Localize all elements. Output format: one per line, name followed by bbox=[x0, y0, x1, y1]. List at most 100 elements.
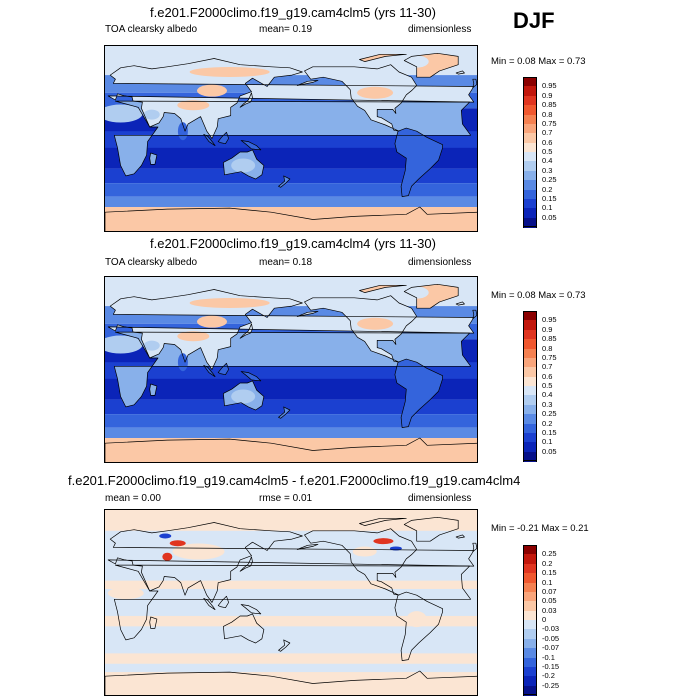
panel2-mean-label: mean= 0.18 bbox=[259, 257, 313, 268]
land-uk bbox=[472, 79, 477, 88]
coast-sumatra bbox=[203, 597, 216, 611]
land-madagascar bbox=[149, 384, 157, 396]
coast-uk bbox=[472, 542, 477, 552]
panel3-colorbar-tick-label: -0.25 bbox=[542, 680, 560, 690]
siberia-snow-region bbox=[189, 297, 270, 308]
panel1-map bbox=[104, 45, 478, 232]
coast-africa bbox=[113, 331, 472, 408]
coast-alaska_islands bbox=[296, 543, 319, 550]
land-antarctica bbox=[105, 438, 477, 462]
panel2-minmax: Min = 0.08 Max = 0.73 bbox=[491, 290, 586, 301]
season-label: DJF bbox=[513, 8, 555, 33]
coast-greenland bbox=[403, 52, 459, 78]
south-storm-band bbox=[105, 414, 477, 428]
coast-arctic_islands bbox=[359, 53, 407, 62]
india-region bbox=[177, 353, 188, 372]
diff-southern-band bbox=[105, 653, 477, 664]
coast-japan bbox=[239, 556, 253, 572]
panel3-colorbar-tick-label: 0.2 bbox=[542, 558, 553, 568]
panel3-colorbar-tick-label: 0.03 bbox=[542, 605, 557, 615]
diff-hot-spot-america bbox=[373, 538, 394, 545]
panel2-colorbar-tick-label: 0.6 bbox=[542, 371, 553, 381]
panel2-colorbar-tick-label: 0.8 bbox=[542, 343, 553, 353]
land-europe_asia bbox=[108, 58, 474, 139]
panel3-colorbar-tick-label: 0.07 bbox=[542, 586, 557, 596]
diff-america-region bbox=[352, 546, 377, 557]
coast-newzealand bbox=[278, 175, 291, 188]
land-europe_asia bbox=[108, 289, 474, 370]
coast-madagascar bbox=[149, 152, 158, 165]
coast-antarctica bbox=[105, 206, 477, 231]
diff-arctic-band bbox=[105, 510, 477, 531]
panel1-colorbar-tick-label: 0.6 bbox=[542, 137, 553, 147]
plains-snow-region bbox=[357, 317, 394, 330]
arabia-region bbox=[143, 340, 160, 351]
coast-borneo bbox=[217, 131, 229, 145]
panel3-colorbar-tick-label: -0.2 bbox=[542, 671, 555, 681]
india-region bbox=[177, 122, 188, 141]
coast-newguinea bbox=[240, 604, 262, 615]
coast-uk bbox=[472, 78, 477, 88]
tibet-region bbox=[177, 100, 210, 111]
diff-antarctic-band bbox=[105, 672, 477, 695]
panel2-colorbar-tick-label: 0.4 bbox=[542, 390, 553, 400]
arctic-canada-region bbox=[404, 286, 429, 299]
panel2-colorbar-tick-label: 0.5 bbox=[542, 381, 553, 390]
diff-cold-spot-america bbox=[389, 546, 402, 551]
sahara-region bbox=[105, 335, 143, 354]
panel3-colorbar-tick-label: 0.25 bbox=[542, 549, 557, 559]
panel1-colorbar-tick-label: 0.95 bbox=[542, 81, 557, 91]
coast-newzealand bbox=[278, 639, 291, 652]
coast-australia bbox=[223, 149, 265, 180]
panel2-colorbar-tick-label: 0.95 bbox=[542, 315, 557, 325]
panel1-mean-label: mean= 0.19 bbox=[259, 24, 313, 35]
south-storm-band bbox=[105, 183, 477, 197]
panel1-colorbar: 0.95 0.9 0.85 0.8 0.75 0.7 0.6 0.5 0.4 0.3 0.25 0.2… bbox=[523, 77, 583, 228]
coast-australia bbox=[223, 380, 265, 411]
coast-greenland bbox=[403, 516, 459, 542]
panel1-colorbar-tick-label: 0.4 bbox=[542, 156, 553, 166]
coast-sumatra bbox=[203, 133, 216, 147]
panel3-colorbar-tick-label: 0.1 bbox=[542, 577, 553, 587]
panel2-map bbox=[104, 276, 478, 463]
land-japan bbox=[240, 92, 253, 108]
panel1-title: f.e201.F2000climo.f19_g19.cam4clm5 (yrs … bbox=[150, 5, 436, 20]
land-north_america bbox=[304, 64, 417, 132]
panel2-colorbar-tick-label: 0.2 bbox=[542, 418, 553, 428]
land-north_america bbox=[304, 295, 417, 363]
land-newguinea bbox=[241, 140, 261, 150]
panel1-colorbar-tick-label: 0.3 bbox=[542, 165, 553, 175]
coast-south_america bbox=[394, 358, 443, 428]
panel3-colorbar-tick-label: 0.05 bbox=[542, 596, 557, 606]
coast-europe_asia bbox=[107, 522, 475, 603]
australia-interior bbox=[231, 158, 256, 173]
coast-iceland bbox=[455, 534, 465, 539]
panel3-colorbar-frame bbox=[523, 545, 537, 695]
coast-madagascar bbox=[149, 383, 158, 396]
panel3-title: f.e201.F2000climo.f19_g19.cam4clm5 - f.e… bbox=[68, 473, 521, 488]
panel1-colorbar-tick-label: 0.85 bbox=[542, 100, 557, 110]
coast-south_america bbox=[394, 127, 443, 197]
panel2-colorbar-tick-label: 0.1 bbox=[542, 437, 553, 447]
panel1-minmax: Min = 0.08 Max = 0.73 bbox=[491, 56, 586, 67]
panel2-colorbar-tick-label: 0.05 bbox=[542, 446, 557, 456]
panel1-colorbar-tick-label: 0.9 bbox=[542, 90, 553, 100]
land-sumatra bbox=[203, 134, 216, 146]
panel3-map bbox=[104, 509, 478, 696]
coast-africa bbox=[113, 100, 472, 177]
panel1-colorbar-tick-label: 0.8 bbox=[542, 109, 553, 119]
panel1-colorbar-tick-label: 0.05 bbox=[542, 212, 557, 222]
coast-newzealand bbox=[278, 406, 291, 419]
panel2-units-label: dimensionless bbox=[408, 257, 472, 268]
panel1-variable-label: TOA clearsky albedo bbox=[105, 24, 198, 35]
land-newguinea bbox=[241, 371, 261, 381]
panel2-variable-label: TOA clearsky albedo bbox=[105, 257, 198, 268]
panel1-colorbar-tick-label: 0.2 bbox=[542, 184, 553, 194]
land-south_america bbox=[394, 128, 443, 197]
mongolia-region bbox=[197, 315, 228, 328]
coast-south_america bbox=[394, 591, 443, 661]
panel3-minmax: Min = -0.21 Max = 0.21 bbox=[491, 523, 589, 534]
panel3-colorbar: 0.25 0.2 0.15 0.1 0.07 0.05 0.03 0 -0.03 -0.05 -0.… bbox=[523, 545, 583, 696]
diff-hot-spot-central-asia bbox=[162, 552, 173, 561]
panel3-units-label: dimensionless bbox=[408, 493, 472, 504]
